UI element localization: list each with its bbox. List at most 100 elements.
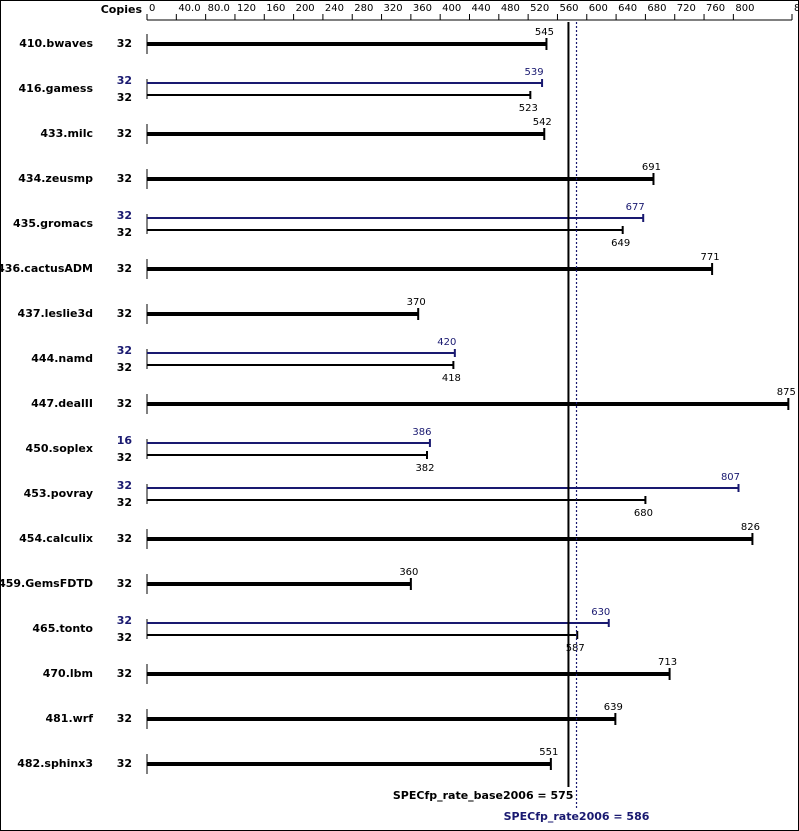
x-tick-label: 600 [589, 3, 608, 14]
value-label: 677 [626, 202, 645, 213]
copies: 16 [117, 434, 133, 447]
copies: 32 [117, 614, 132, 627]
copies: 32 [117, 577, 132, 590]
bar [147, 454, 427, 456]
benchmark-name: 465.tonto [32, 622, 93, 635]
copies: 32 [117, 496, 132, 509]
benchmark-name: 416.gamess [19, 82, 94, 95]
bar [147, 82, 543, 84]
benchmark-name: 410.bwaves [19, 37, 93, 50]
x-tick-label: 360 [413, 3, 432, 14]
value-label: 649 [611, 238, 630, 249]
copies: 32 [117, 262, 132, 275]
copies: 32 [117, 397, 132, 410]
value-label: 418 [442, 373, 461, 384]
copies: 32 [117, 631, 132, 644]
copies: 32 [117, 209, 132, 222]
copies: 32 [117, 91, 132, 104]
value-label: 630 [591, 607, 610, 618]
benchmark-name: 433.milc [40, 127, 93, 140]
x-tick-label: 160 [266, 3, 285, 14]
copies: 32 [117, 74, 132, 87]
bar [147, 634, 578, 636]
x-tick-label: 760 [706, 3, 725, 14]
value-label: 771 [701, 252, 720, 263]
value-label: 680 [634, 508, 653, 519]
x-tick-label: 120 [237, 3, 256, 14]
copies: 32 [117, 479, 132, 492]
bar [147, 622, 609, 624]
benchmark-name: 470.lbm [43, 667, 93, 680]
value-label: 360 [399, 567, 418, 578]
bar [147, 352, 455, 354]
bar [147, 487, 739, 489]
x-tick-label: 200 [296, 3, 315, 14]
x-tick-label: 880 [794, 3, 799, 14]
bar [147, 229, 623, 231]
value-label: 587 [566, 643, 585, 654]
value-label: 382 [415, 463, 434, 474]
copies: 32 [117, 37, 132, 50]
x-tick-label: 240 [325, 3, 344, 14]
x-tick-label: 680 [647, 3, 666, 14]
x-tick-label: 560 [559, 3, 578, 14]
x-tick-label: 400 [442, 3, 461, 14]
value-label: 826 [741, 522, 760, 533]
benchmark-name: 482.sphinx3 [17, 757, 93, 770]
value-label: 639 [604, 702, 623, 713]
benchmark-name: 437.leslie3d [18, 307, 93, 320]
value-label: 523 [519, 103, 538, 114]
bar [147, 442, 430, 444]
bar [147, 582, 411, 586]
copies: 32 [117, 172, 132, 185]
benchmark-name: 447.dealII [31, 397, 93, 410]
bar [147, 364, 454, 366]
bar [147, 132, 545, 136]
x-tick-label: 720 [677, 3, 696, 14]
x-tick-label: 640 [618, 3, 637, 14]
benchmark-name: 444.namd [31, 352, 93, 365]
benchmark-name: 459.GemsFDTD [0, 577, 93, 590]
bar [147, 762, 551, 766]
copies: 32 [117, 361, 132, 374]
copies: 32 [117, 127, 132, 140]
bar [147, 499, 646, 501]
bar [147, 312, 419, 316]
value-label: 551 [539, 747, 558, 758]
value-label: 807 [721, 472, 740, 483]
x-tick-label: 40.0 [178, 3, 200, 14]
copies: 32 [117, 451, 132, 464]
bar [147, 402, 789, 406]
benchmark-name: 434.zeusmp [18, 172, 93, 185]
x-tick-label: 80.0 [208, 3, 230, 14]
x-tick-label: 0 [149, 3, 155, 14]
bar [147, 267, 713, 271]
bar [147, 717, 616, 721]
copies: 32 [117, 712, 132, 725]
benchmark-name: 454.calculix [19, 532, 93, 545]
benchmark-name: 453.povray [24, 487, 93, 500]
x-tick-label: 480 [501, 3, 520, 14]
bar [147, 94, 531, 96]
copies: 32 [117, 307, 132, 320]
copies: 32 [117, 667, 132, 680]
reference-label: SPECfp_rate2006 = 586 [504, 810, 650, 823]
x-tick-label: 440 [472, 3, 491, 14]
value-label: 420 [437, 337, 456, 348]
value-label: 370 [407, 297, 426, 308]
x-tick-label: 800 [735, 3, 754, 14]
benchmark-name: 450.soplex [26, 442, 93, 455]
bar [147, 537, 753, 541]
x-tick-label: 520 [530, 3, 549, 14]
bar [147, 42, 547, 46]
copies-header: Copies [101, 3, 143, 16]
reference-label: SPECfp_rate_base2006 = 575 [393, 789, 574, 802]
value-label: 691 [642, 162, 661, 173]
value-label: 545 [535, 27, 554, 38]
value-label: 713 [658, 657, 677, 668]
x-tick-label: 320 [384, 3, 403, 14]
value-label: 539 [525, 67, 544, 78]
value-label: 542 [533, 117, 552, 128]
copies: 32 [117, 757, 132, 770]
